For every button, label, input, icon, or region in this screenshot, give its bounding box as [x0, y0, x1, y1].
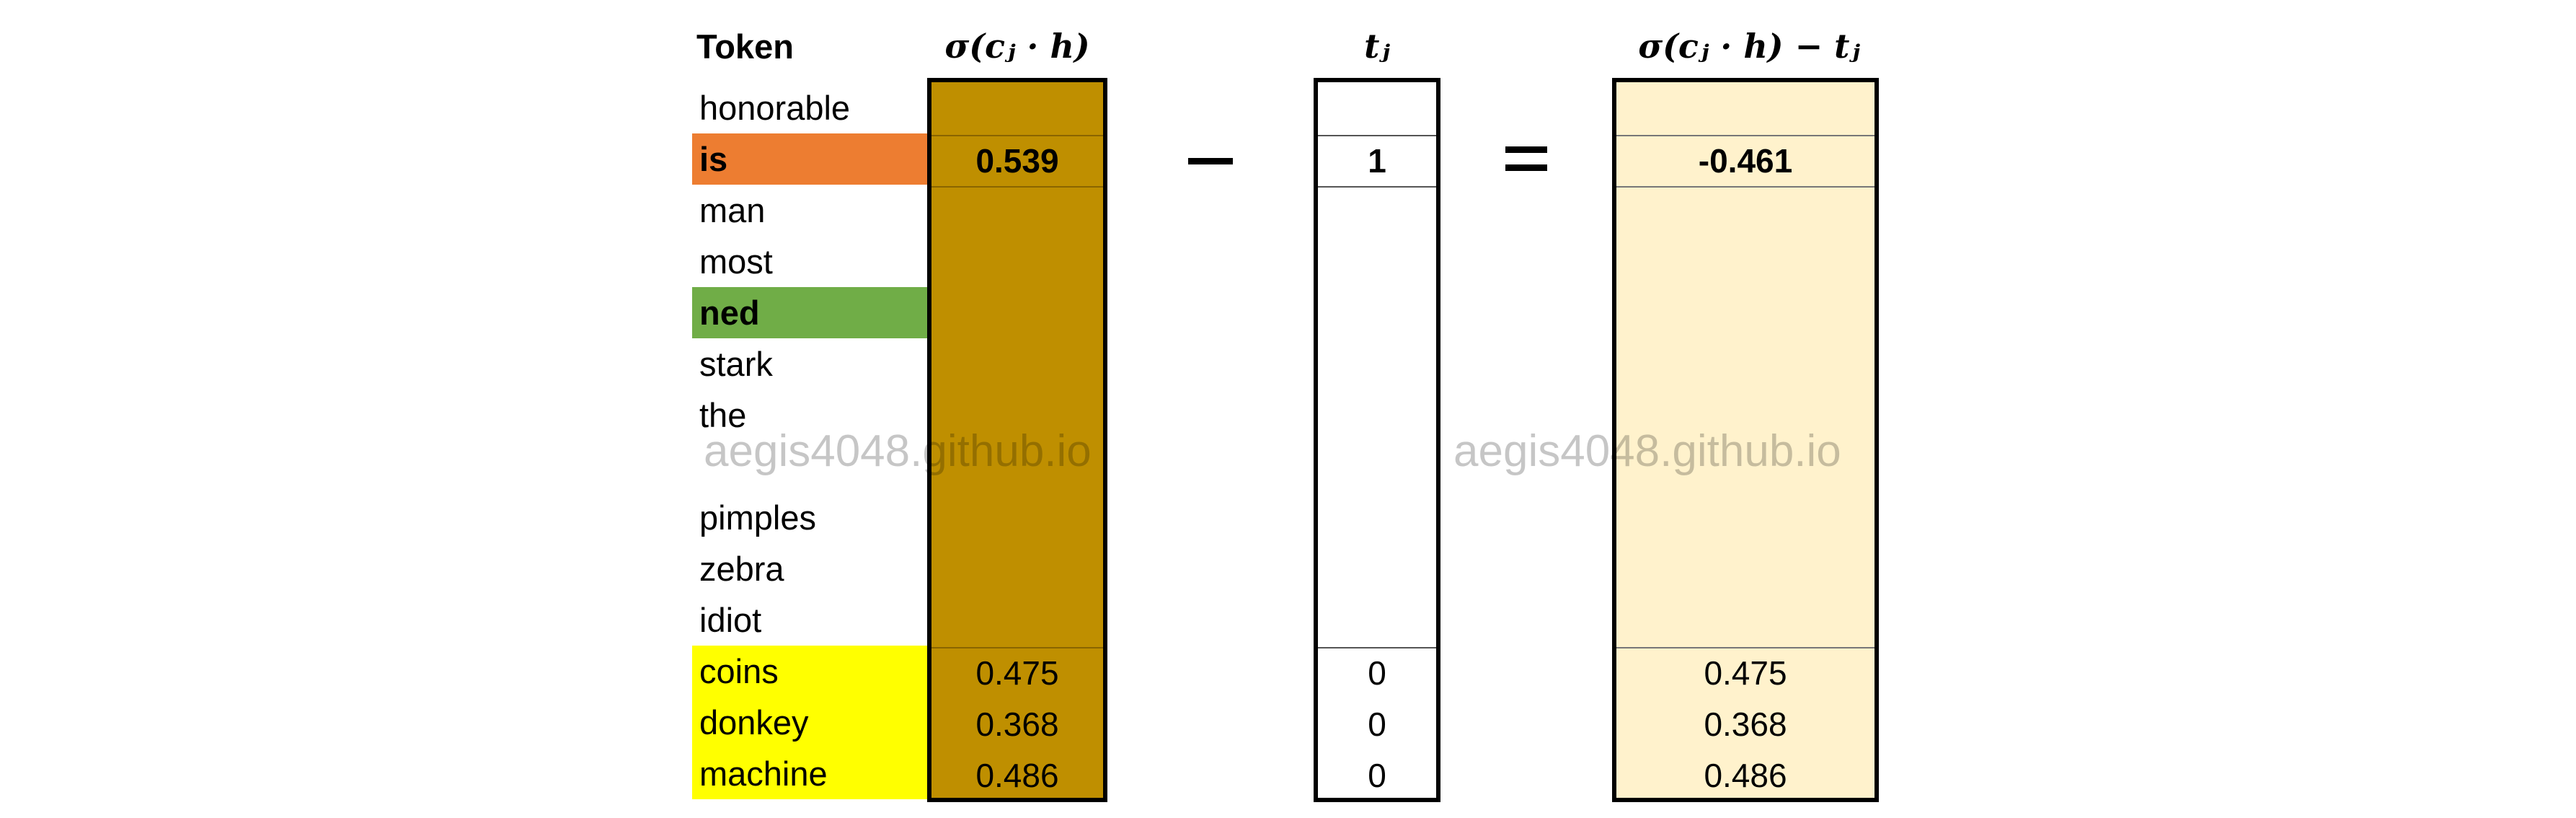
diff-value-donkey: 0.368 [1704, 705, 1787, 743]
t-value-is: 1 [1368, 141, 1386, 180]
row-divider [931, 135, 1103, 136]
row-divider [1318, 647, 1436, 648]
token-is: is [692, 133, 927, 185]
header-token: Token [696, 27, 794, 66]
token-honorable: honorable [699, 89, 851, 127]
token-donkey: donkey [692, 697, 927, 748]
row-divider [1616, 186, 1875, 188]
sigma-column: 0.539 0.475 0.368 0.486 [927, 78, 1107, 802]
sigma-value-coins: 0.475 [975, 654, 1059, 692]
sigma-value-is: 0.539 [975, 141, 1059, 180]
token-idiot: idiot [699, 601, 762, 639]
t-value-machine: 0 [1368, 756, 1386, 794]
t-column: 1 0 0 0 [1314, 78, 1440, 802]
t-value-donkey: 0 [1368, 705, 1386, 743]
t-value-coins: 0 [1368, 654, 1386, 692]
header-diff: σ(cⱼ · h) − tⱼ [1638, 27, 1860, 66]
token-pimples: pimples [699, 498, 816, 537]
row-divider [1318, 186, 1436, 188]
token-zebra: zebra [699, 550, 784, 588]
row-divider [1616, 135, 1875, 136]
token-machine: machine [692, 748, 927, 799]
row-divider [1318, 135, 1436, 136]
token-coins: coins [692, 646, 927, 697]
header-sigma: σ(cⱼ · h) [944, 27, 1090, 66]
sigma-value-donkey: 0.368 [975, 705, 1059, 743]
token-man: man [699, 191, 766, 229]
diff-column: -0.461 0.475 0.368 0.486 [1612, 78, 1879, 802]
minus-operator [1188, 158, 1233, 164]
row-divider [931, 647, 1103, 648]
token-stark: stark [699, 345, 773, 383]
header-t: tⱼ [1364, 27, 1390, 66]
row-divider [931, 186, 1103, 188]
token-most: most [699, 242, 773, 281]
sigma-value-machine: 0.486 [975, 756, 1059, 794]
diff-value-machine: 0.486 [1704, 756, 1787, 794]
diff-value-coins: 0.475 [1704, 654, 1787, 692]
token-ned: ned [692, 287, 927, 338]
token-the: the [699, 396, 747, 434]
row-divider [1616, 647, 1875, 648]
diff-value-is: -0.461 [1698, 141, 1793, 180]
